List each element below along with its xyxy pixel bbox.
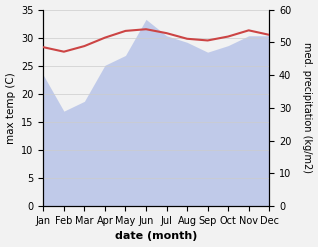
X-axis label: date (month): date (month)	[115, 231, 197, 242]
Y-axis label: max temp (C): max temp (C)	[5, 72, 16, 144]
Y-axis label: med. precipitation (kg/m2): med. precipitation (kg/m2)	[302, 42, 313, 173]
